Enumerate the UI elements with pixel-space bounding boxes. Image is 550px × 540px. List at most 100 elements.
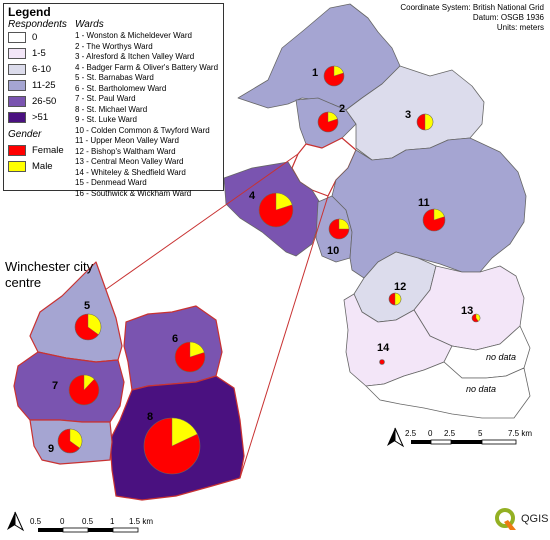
inset-scale-bar: 0.5 0 0.5 1 1.5 km — [30, 517, 153, 533]
legend-title: Legend — [8, 5, 51, 19]
pie-ward-4 — [258, 192, 294, 228]
ward-11-region — [331, 137, 527, 279]
pie-ward-11 — [422, 208, 446, 232]
ward-label-7: 7 — [52, 380, 58, 392]
respondents-heading: Respondents — [8, 19, 67, 30]
ward-label-9: 9 — [48, 443, 54, 455]
ward-label-13: 13 — [461, 305, 473, 317]
legend-swatch — [8, 145, 26, 156]
legend-swatch — [8, 64, 26, 75]
inset-scale-tick-1: 0 — [60, 517, 65, 526]
units: Units: meters — [496, 23, 544, 32]
inset-scale-tick-0: 0.5 — [30, 517, 42, 526]
legend-swatch — [8, 48, 26, 59]
pie-ward-5 — [74, 313, 102, 341]
ward-list-item: 11 - Upper Meon Valley Ward — [75, 136, 179, 145]
pie-ward-12 — [388, 292, 402, 306]
pie-ward-9 — [57, 428, 83, 454]
inset-title: Winchester city centre — [5, 259, 94, 290]
legend-gender-female: Female — [8, 144, 64, 157]
inset-scale-tick-2: 0.5 — [82, 517, 94, 526]
legend-class-5: >51 — [8, 111, 48, 124]
coordinate-info: Coordinate System: British National Grid… — [374, 3, 544, 33]
wards-heading: Wards — [75, 19, 104, 30]
main-scale-tick-4: 7.5 km — [508, 429, 532, 438]
pie-ward-2 — [317, 111, 339, 133]
main-scale-tick-3: 5 — [478, 429, 483, 438]
legend-swatch — [8, 112, 26, 123]
qgis-logo-icon — [495, 508, 516, 530]
main-north-arrow-icon — [387, 427, 405, 448]
ward-list-item: 10 - Colden Common & Twyford Ward — [75, 125, 210, 135]
main-scale-bar: 2.5 0 2.5 5 7.5 km — [405, 429, 532, 445]
ward-list-item: 9 - St. Luke Ward — [75, 115, 137, 124]
pie-male-slice — [394, 292, 402, 306]
pie-female-slice — [379, 359, 385, 365]
pie-male-slice — [424, 113, 434, 131]
qgis-logo: QGIS — [494, 506, 549, 532]
ward-label-10: 10 — [327, 245, 339, 257]
coordinate-system: Coordinate System: British National Grid — [400, 3, 544, 12]
ward-label-1: 1 — [312, 67, 318, 79]
ward-label-2: 2 — [339, 103, 345, 115]
main-scale-tick-2: 2.5 — [444, 429, 456, 438]
legend-class-3: 11-25 — [8, 79, 56, 92]
inset-ward-6-region — [123, 305, 223, 391]
inset-north-arrow-icon — [7, 511, 25, 532]
legend: Legend Respondents Wards 0 1-5 6-10 11-2… — [3, 3, 224, 198]
inset-ward-5-region — [29, 261, 123, 363]
ward-label-8: 8 — [147, 411, 153, 423]
ward-list-item: 14 - Whiteley & Shedfield Ward — [75, 167, 186, 177]
pie-ward-6 — [174, 341, 206, 373]
ward-list-item: 16 - Southwick & Wickham Ward — [75, 188, 192, 198]
pie-male-slice — [87, 313, 102, 335]
inset-scale-tick-4: 1.5 km — [129, 517, 153, 526]
legend-swatch — [8, 96, 26, 107]
ward-list-item: 13 - Central Meon Valley Ward — [75, 157, 184, 166]
legend-class-4: 26-50 — [8, 95, 56, 108]
pie-male-slice — [69, 428, 83, 449]
pie-male-slice — [333, 65, 344, 77]
ward-16-region — [365, 361, 531, 419]
ward-list-item: 7 - St. Paul Ward — [75, 94, 136, 103]
legend-class-2: 6-10 — [8, 63, 51, 76]
ward-label-11: 11 — [418, 197, 430, 209]
legend-swatch — [8, 80, 26, 91]
qgis-logo-text: QGIS — [521, 513, 549, 525]
no-data-label-15: no data — [486, 352, 516, 362]
gender-heading: Gender — [8, 129, 42, 140]
ward-label-14: 14 — [377, 342, 390, 354]
pie-male-slice — [189, 341, 205, 358]
pie-ward-13 — [471, 313, 481, 323]
pie-ward-3 — [416, 113, 434, 131]
pie-ward-14 — [379, 359, 385, 365]
ward-list-item: 8 - St. Michael Ward — [75, 104, 148, 114]
legend-class-0: 0 — [8, 31, 37, 44]
pie-male-slice — [475, 313, 481, 322]
ward-list-item: 4 - Badger Farm & Oliver's Battery Ward — [75, 62, 219, 72]
ward-list-item: 2 - The Worthys Ward — [75, 41, 153, 51]
legend-swatch — [8, 32, 26, 43]
pie-male-slice — [171, 417, 198, 447]
ward-list-item: 6 - St. Bartholomew Ward — [75, 83, 167, 93]
ward-list-item: 12 - Bishop's Waltham Ward — [75, 146, 176, 156]
pie-ward-10 — [328, 218, 350, 240]
legend-swatch — [8, 161, 26, 172]
legend-class-1: 1-5 — [8, 47, 46, 60]
pie-ward-1 — [323, 65, 345, 87]
pie-male-slice — [83, 374, 95, 391]
inset-scale-tick-3: 1 — [110, 517, 115, 526]
legend-gender-male: Male — [8, 160, 53, 173]
pie-ward-7 — [68, 374, 100, 406]
pie-ward-8 — [143, 417, 201, 475]
main-scale-tick-0: 2.5 — [405, 429, 417, 438]
datum: Datum: OSGB 1936 — [472, 13, 544, 22]
ward-label-12: 12 — [394, 281, 406, 293]
ward-list-item: 1 - Wonston & Micheldever Ward — [75, 31, 192, 40]
pie-male-slice — [327, 111, 338, 123]
ward-label-6: 6 — [172, 333, 178, 345]
pie-male-slice — [338, 218, 350, 230]
ward-list-item: 5 - St. Barnabas Ward — [75, 73, 154, 82]
ward-list-item: 3 - Alresford & Itchen Valley Ward — [75, 52, 195, 61]
